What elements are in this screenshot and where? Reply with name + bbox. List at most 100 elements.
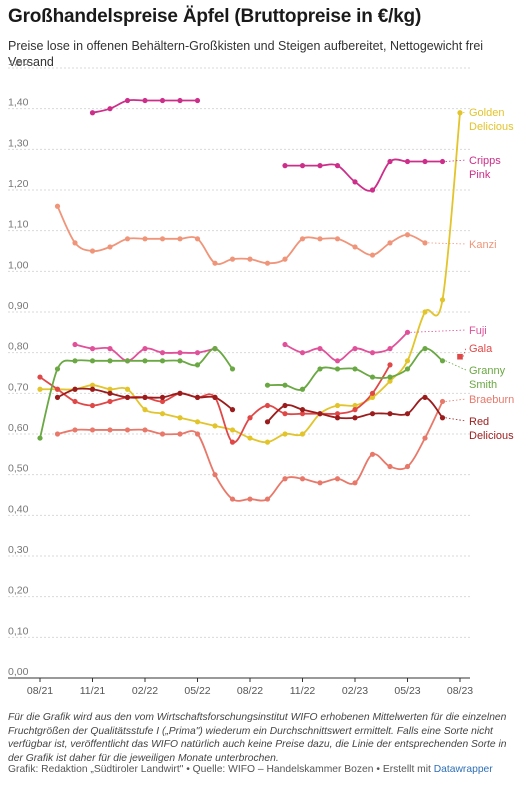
series-label-gala: Gala <box>469 343 493 355</box>
series-label-red-delicious: Red <box>469 416 489 428</box>
data-point-braeburn <box>72 427 78 433</box>
data-point-kanzi <box>142 236 148 242</box>
data-point-golden-delicious <box>439 297 446 303</box>
label-leader <box>462 111 467 114</box>
y-tick-label: 0,50 <box>8 463 29 475</box>
data-point-golden-delicious <box>177 415 183 421</box>
x-tick-label: 08/21 <box>27 685 53 697</box>
data-point-braeburn <box>107 427 113 433</box>
series-label-golden-delicious: Delicious <box>469 121 514 133</box>
x-tick-label: 08/23 <box>447 685 473 697</box>
data-point-kanzi <box>89 248 96 254</box>
x-tick-label: 11/22 <box>290 685 316 697</box>
data-point-golden-delicious <box>229 427 236 433</box>
data-point-golden-delicious <box>352 402 358 409</box>
data-point-gala <box>387 362 393 368</box>
data-point-granny-smith <box>89 358 96 364</box>
data-point-red-delicious <box>439 415 446 421</box>
data-point-fuji <box>107 346 113 352</box>
label-leader <box>462 347 467 357</box>
label-leader <box>410 329 467 333</box>
data-point-cripps-pink <box>282 163 288 169</box>
data-point-granny-smith <box>387 374 393 380</box>
data-point-granny-smith <box>229 366 236 372</box>
data-point-red-delicious <box>177 390 183 396</box>
data-point-braeburn <box>334 476 341 482</box>
data-point-gala <box>159 398 166 405</box>
data-point-braeburn <box>142 427 148 433</box>
data-point-granny-smith <box>159 358 166 364</box>
data-point-braeburn <box>159 431 166 437</box>
data-point-granny-smith <box>54 366 61 372</box>
data-point-golden-delicious <box>404 358 411 364</box>
data-point-gala <box>72 398 78 405</box>
data-point-golden-delicious <box>107 386 113 392</box>
data-point-fuji <box>194 350 201 356</box>
data-point-golden-delicious <box>422 309 428 315</box>
data-point-braeburn <box>317 480 323 486</box>
data-point-kanzi <box>264 260 271 266</box>
data-point-red-delicious <box>264 419 271 425</box>
data-point-cripps-pink <box>317 163 323 169</box>
series-label-red-delicious: Delicious <box>469 430 514 442</box>
data-point-red-delicious <box>124 394 131 400</box>
data-point-granny-smith <box>352 366 358 372</box>
data-point-red-delicious <box>229 407 236 413</box>
data-point-fuji <box>142 346 148 352</box>
data-point-red-delicious <box>422 394 428 400</box>
y-tick-label: 0,40 <box>8 503 29 515</box>
data-point-cripps-pink <box>404 158 411 165</box>
data-point-kanzi <box>282 256 288 262</box>
data-point-braeburn <box>229 496 236 502</box>
data-point-golden-delicious <box>282 431 288 437</box>
data-point-red-delicious <box>159 394 166 400</box>
data-point-kanzi <box>212 260 218 266</box>
data-point-cripps-pink <box>107 106 113 112</box>
data-point-gala <box>369 390 376 396</box>
data-point-cripps-pink <box>142 97 148 104</box>
data-point-golden-delicious <box>89 382 96 388</box>
data-point-gala <box>247 415 253 421</box>
source-line: Grafik: Redaktion „Südtiroler Landwirt" … <box>8 764 493 775</box>
data-point-cripps-pink <box>194 97 201 104</box>
data-point-golden-delicious <box>124 386 131 392</box>
data-point-granny-smith <box>107 358 113 364</box>
data-point-golden-delicious <box>247 435 253 441</box>
y-tick-label: 0,60 <box>8 422 29 434</box>
data-point-golden-delicious <box>194 419 201 425</box>
series-label-cripps-pink: Pink <box>469 169 491 181</box>
data-point-braeburn <box>387 463 393 470</box>
y-tick-label: 0,80 <box>8 341 29 353</box>
series-label-granny-smith: Granny <box>469 365 506 377</box>
data-point-fuji <box>387 346 393 352</box>
data-point-kanzi <box>404 232 411 238</box>
data-point-golden-delicious <box>37 386 43 392</box>
data-point-granny-smith <box>369 374 376 380</box>
data-point-cripps-pink <box>177 97 183 104</box>
data-point-kanzi <box>422 240 428 246</box>
data-point-red-delicious <box>352 415 358 421</box>
data-point-braeburn <box>194 431 201 437</box>
data-point-cripps-pink <box>369 187 376 193</box>
data-point-gala <box>37 374 43 380</box>
data-point-gala <box>457 353 463 360</box>
data-point-gala <box>229 439 236 445</box>
data-point-braeburn <box>282 476 288 482</box>
data-point-braeburn <box>212 472 218 478</box>
series-line-kanzi <box>56 205 426 265</box>
y-tick-label: 1,10 <box>8 219 29 231</box>
data-point-braeburn <box>299 476 306 482</box>
data-point-braeburn <box>89 427 96 433</box>
data-point-gala <box>89 402 96 409</box>
datawrapper-link[interactable]: Datawrapper <box>433 764 493 775</box>
data-point-kanzi <box>177 236 183 242</box>
data-point-kanzi <box>369 252 376 258</box>
series-label-fuji: Fuji <box>469 325 487 337</box>
footnote: Für die Grafik wird aus den vom Wirtscha… <box>8 712 507 764</box>
data-point-red-delicious <box>282 402 288 409</box>
data-point-kanzi <box>387 240 393 246</box>
data-point-granny-smith <box>37 435 43 441</box>
data-point-fuji <box>177 350 183 356</box>
data-point-cripps-pink <box>422 158 428 165</box>
axis-labels: 0,00 0,10 0,20 0,30 0,40 0,50 0,60 0,70 0,80 0,90… <box>8 60 473 697</box>
